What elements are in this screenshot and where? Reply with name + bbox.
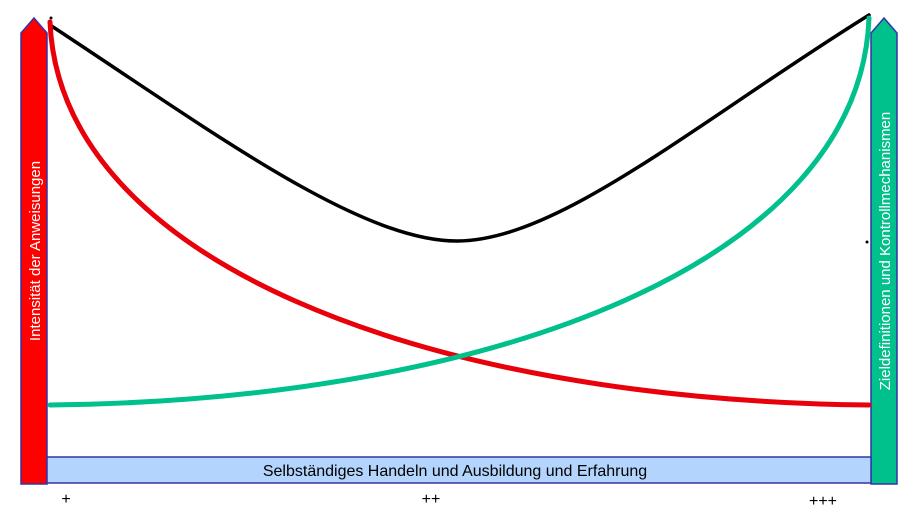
- green-curve: [47, 15, 872, 408]
- stray-dot-right: [865, 240, 869, 244]
- stray-dot-top-left: [49, 16, 53, 20]
- tick-label-mid: ++: [422, 491, 441, 508]
- left-axis-arrow: [20, 16, 48, 485]
- bottom-bar: [46, 456, 872, 484]
- tick-label-high: +++: [809, 493, 837, 510]
- red-curve: [47, 19, 872, 408]
- tick-label-low: +: [61, 491, 70, 508]
- bottom-bar-label: Selbständiges Handeln und Ausbildung und…: [263, 463, 647, 480]
- right-axis-label: Zieldefinitionen und Kontrollmechanismen: [877, 112, 894, 391]
- black-curve: [48, 13, 871, 243]
- right-axis-arrow: [870, 16, 898, 485]
- left-axis-label: Intensität der Anweisungen: [27, 161, 44, 341]
